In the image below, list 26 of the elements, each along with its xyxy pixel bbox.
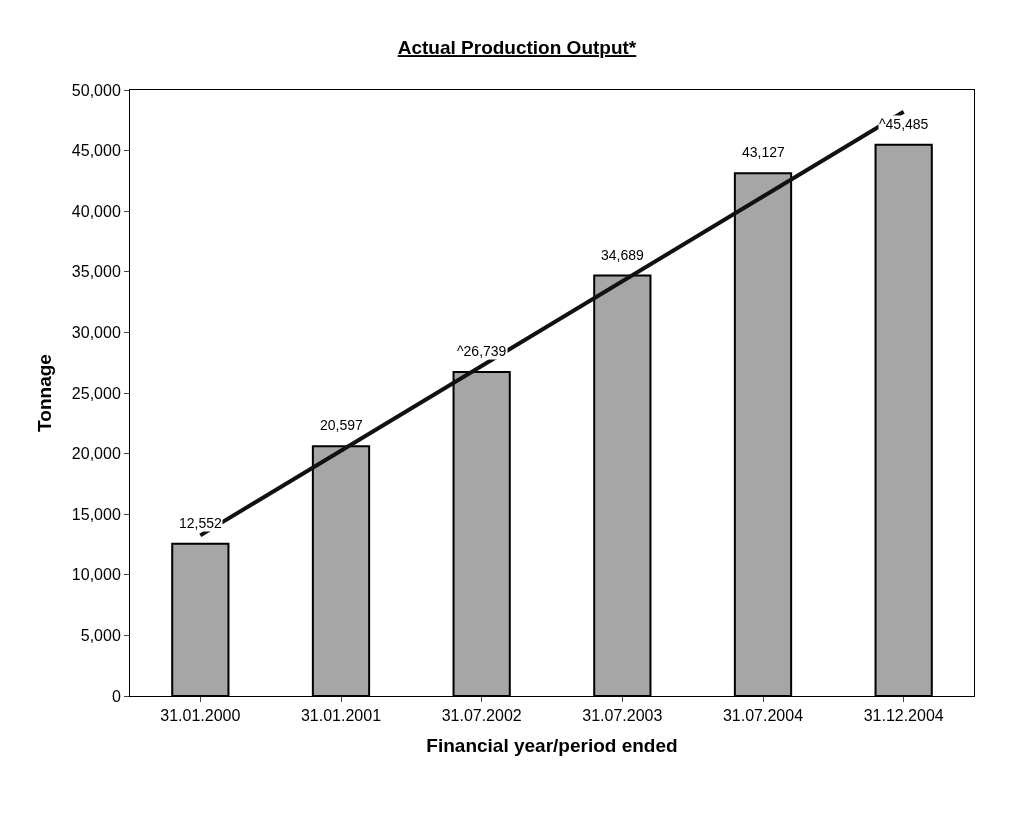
x-tick-label: 31.01.2001 xyxy=(300,707,382,725)
y-tick-label: 0 xyxy=(111,687,121,705)
x-tick-label: 31.07.2003 xyxy=(582,707,663,725)
y-axis-title: Tonnage xyxy=(33,354,55,432)
x-tick-label: 31.01.2000 xyxy=(160,707,241,725)
data-label: 34,689 xyxy=(601,247,645,263)
y-tick-label: 45,000 xyxy=(71,142,121,160)
y-tick-label: 5,000 xyxy=(80,627,121,644)
y-tick-label: 35,000 xyxy=(71,263,121,281)
x-tick-label: 31.12.2004 xyxy=(863,707,944,725)
data-label: 43,127 xyxy=(742,144,786,160)
y-tick-label: 25,000 xyxy=(71,384,121,402)
y-tick-label: 20,000 xyxy=(71,445,121,463)
x-tick-label: 31.07.2004 xyxy=(722,707,804,725)
y-tick-label: 50,000 xyxy=(71,81,121,99)
data-label: 20,597 xyxy=(320,417,364,433)
x-tick-label: 31.07.2002 xyxy=(441,707,522,725)
data-label: 12,552 xyxy=(179,515,223,531)
y-tick-label: 10,000 xyxy=(71,566,121,584)
data-label: ^26,739 xyxy=(457,343,507,359)
y-tick-label: 30,000 xyxy=(71,324,121,341)
x-axis-title: Financial year/period ended xyxy=(426,735,678,756)
data-label: ^45,485 xyxy=(879,116,929,132)
chart-title: Actual Production Output* xyxy=(397,37,637,59)
y-tick-label: 15,000 xyxy=(71,505,121,523)
y-tick-label: 40,000 xyxy=(71,202,121,220)
